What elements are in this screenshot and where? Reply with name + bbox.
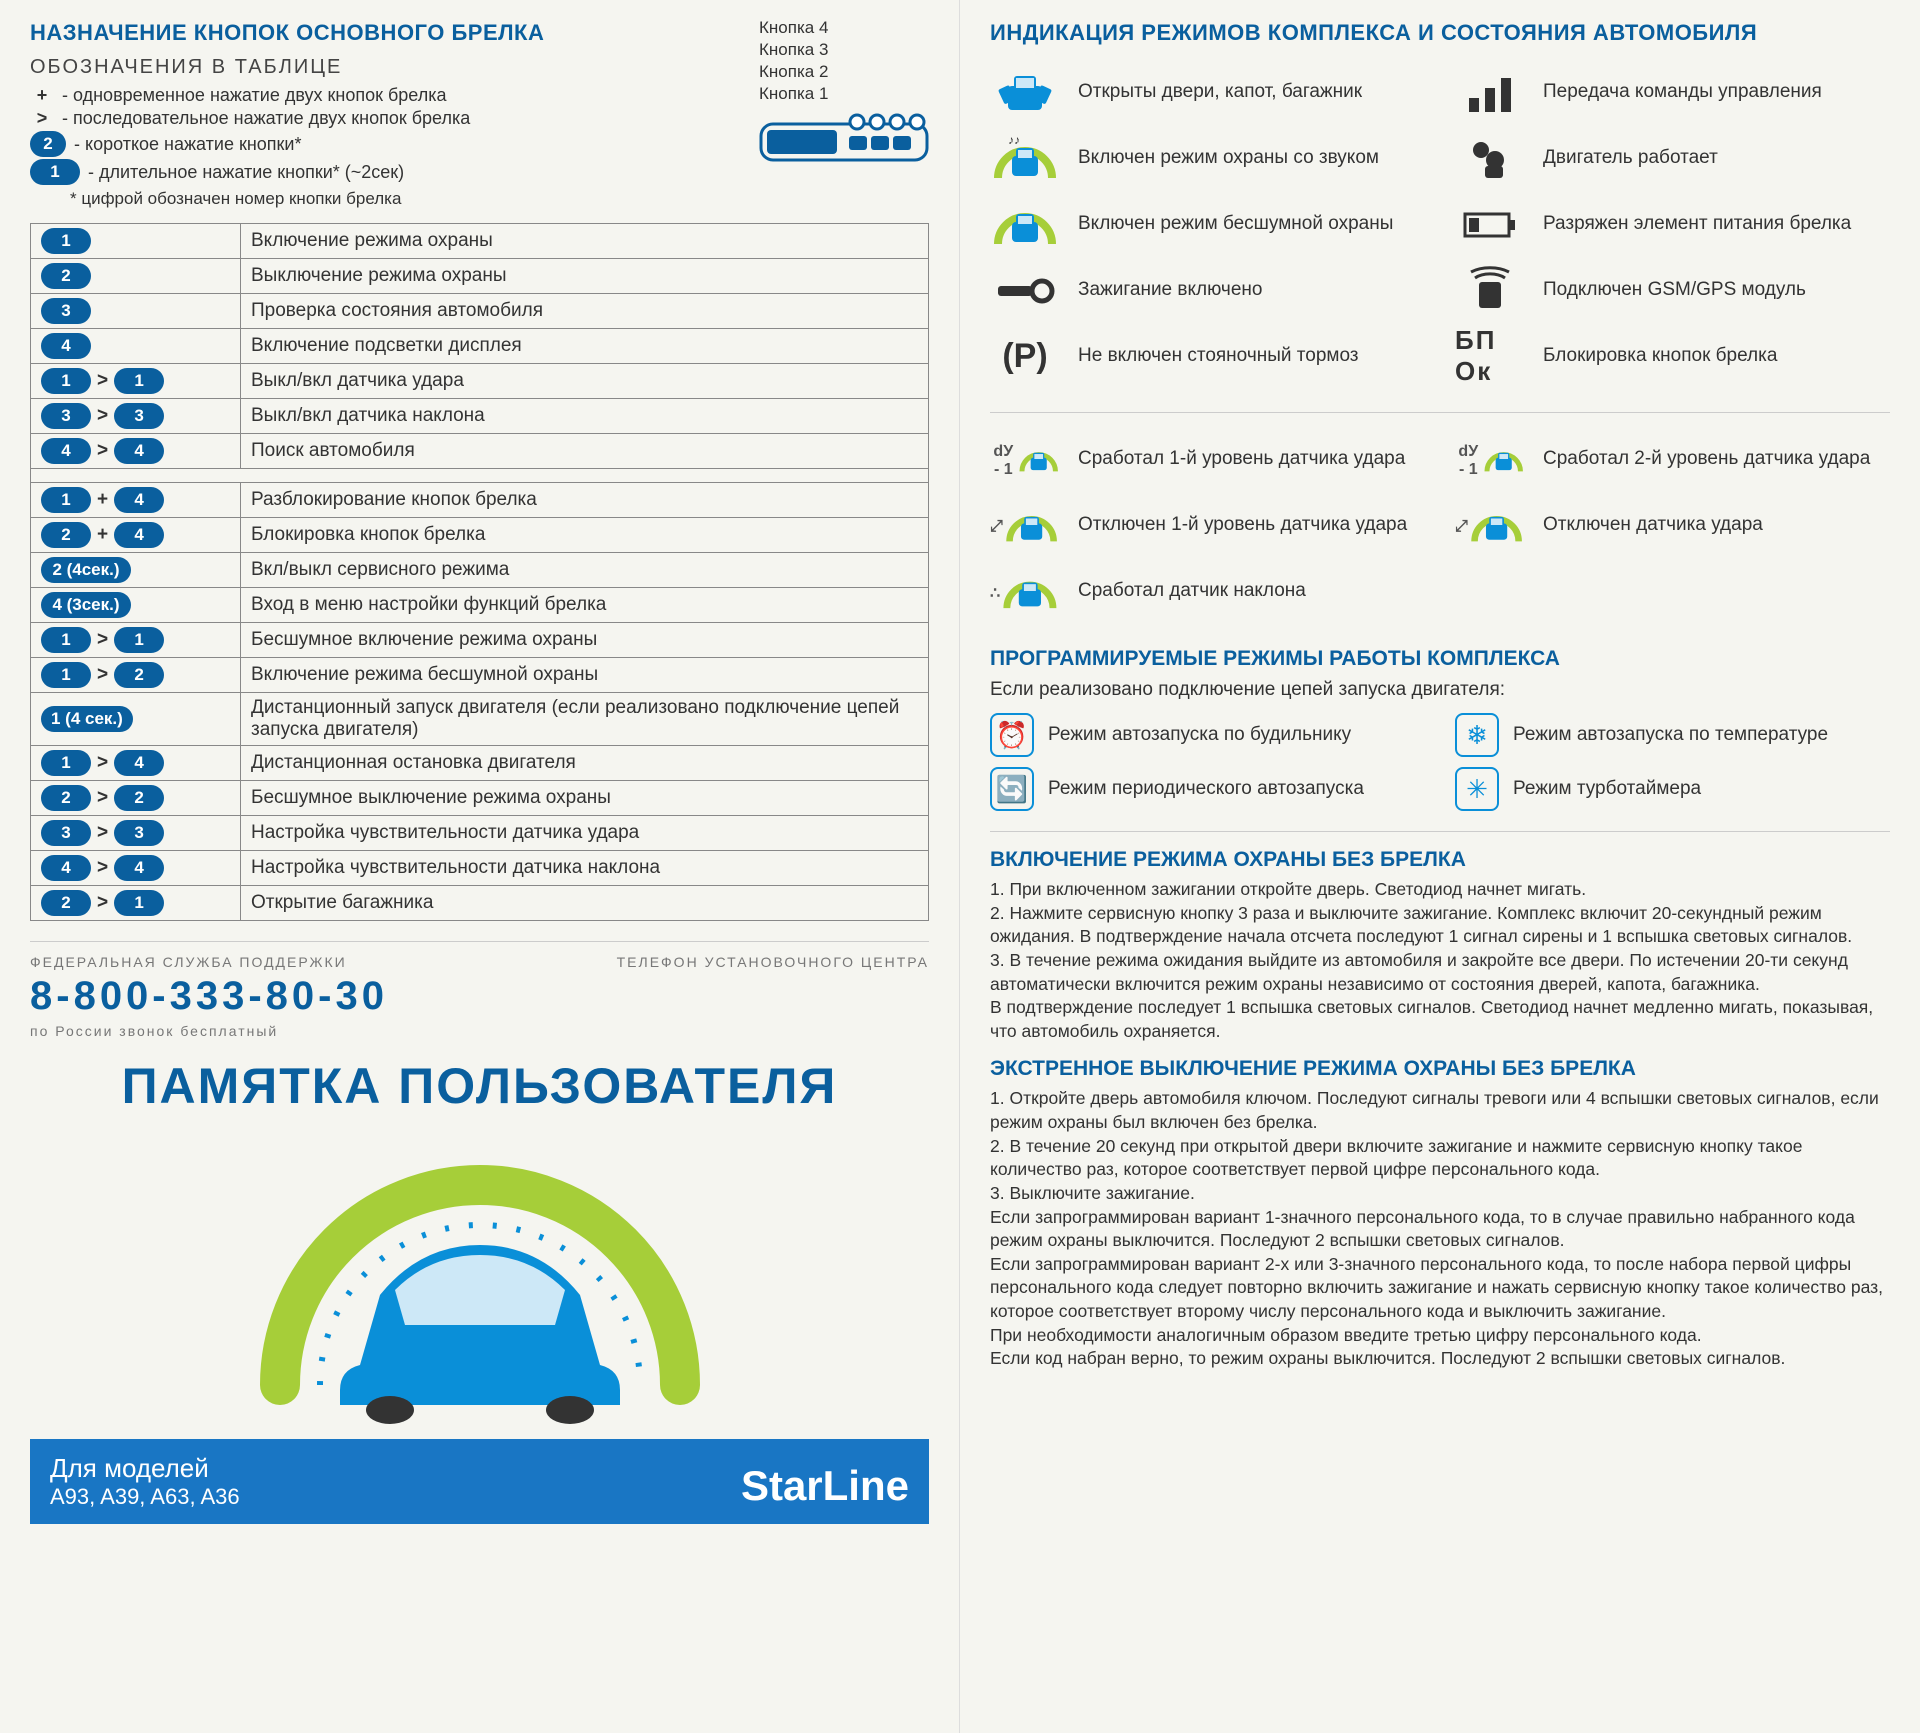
arc-silent-icon (990, 196, 1060, 252)
table-row: 4>4Настройка чувствительности датчика на… (31, 851, 929, 886)
table-row: 1>1Бесшумное включение режима охраны (31, 623, 929, 658)
arc-sensor-icon: ∴ (990, 563, 1060, 619)
arc-sensor-icon: dУ - 1 (1455, 431, 1525, 487)
table-row: 1>2Включение режима бесшумной охраны (31, 658, 929, 693)
status-item: Двигатель работает (1455, 130, 1890, 186)
cover-models-list: A93, A39, A63, A36 (50, 1484, 240, 1510)
right-panel: ИНДИКАЦИЯ РЕЖИМОВ КОМПЛЕКСА И СОСТОЯНИЯ … (960, 0, 1920, 1733)
car-illustration (30, 1125, 929, 1425)
instr1-body: 1. При включенном зажигании откройте две… (990, 878, 1890, 1043)
engine-icon (1455, 130, 1525, 186)
status-item: Включен режим бесшумной охраны (990, 196, 1425, 252)
arc-sound-icon: ♪♪ (990, 130, 1060, 186)
status-grid-2: dУ - 1Сработал 1-й уровень датчика удара… (990, 431, 1890, 619)
status-item: Открыты двери, капот, багажник (990, 64, 1425, 120)
cover: ПАМЯТКА ПОЛЬЗОВАТЕЛЯ Для моделей A93, A3… (30, 1057, 929, 1524)
table-row: 1Включение режима охраны (31, 224, 929, 259)
svg-text:♪♪: ♪♪ (1008, 133, 1020, 147)
prog-title: ПРОГРАММИРУЕМЫЕ РЕЖИМЫ РАБОТЫ КОМПЛЕКСА (990, 647, 1890, 671)
support-label: ФЕДЕРАЛЬНАЯ СЛУЖБА ПОДДЕРЖКИ (30, 954, 388, 970)
right-title: ИНДИКАЦИЯ РЕЖИМОВ КОМПЛЕКСА И СОСТОЯНИЯ … (990, 20, 1890, 46)
table-row: 3Проверка состояния автомобиля (31, 294, 929, 329)
key-icon (990, 262, 1060, 318)
table-row: 2>2Бесшумное выключение режима охраны (31, 781, 929, 816)
table-row: 2>1Открытие багажника (31, 886, 929, 921)
table-row: 4 (3сек.)Вход в меню настройки функций б… (31, 588, 929, 623)
support-block: ФЕДЕРАЛЬНАЯ СЛУЖБА ПОДДЕРЖКИ 8-800-333-8… (30, 941, 929, 1039)
status-item: Подключен GSM/GPS модуль (1455, 262, 1890, 318)
legend-footnote: * цифрой обозначен номер кнопки брелка (70, 189, 929, 209)
prog-item: ❄Режим автозапуска по температуре (1455, 713, 1890, 757)
prog-icon: 🔄 (990, 767, 1034, 811)
arc-sensor-icon: dУ - 1 (990, 431, 1060, 487)
support-sub: по России звонок бесплатный (30, 1023, 388, 1039)
prog-sub: Если реализовано подключение цепей запус… (990, 679, 1890, 701)
status-item: dУ - 1Сработал 2-й уровень датчика удара (1455, 431, 1890, 487)
status-item: БП ОкБлокировка кнопок брелка (1455, 328, 1890, 384)
table-row: 1 (4 сек.)Дистанционный запуск двигателя… (31, 693, 929, 746)
arc-sensor-icon: ⤢ (1455, 497, 1525, 553)
prog-item: ⏰Режим автозапуска по будильнику (990, 713, 1425, 757)
cover-title: ПАМЯТКА ПОЛЬЗОВАТЕЛЯ (30, 1057, 929, 1115)
table-row: 2Выключение режима охраны (31, 259, 929, 294)
table-row: 3>3Настройка чувствительности датчика уд… (31, 816, 929, 851)
cover-models-label: Для моделей (50, 1453, 240, 1484)
status-item: ∴Сработал датчик наклона (990, 563, 1425, 619)
prog-item: ✳Режим турботаймера (1455, 767, 1890, 811)
support-phone: 8-800-333-80-30 (30, 974, 388, 1019)
left-panel: НАЗНАЧЕНИЕ КНОПОК ОСНОВНОГО БРЕЛКА ОБОЗН… (0, 0, 960, 1733)
prog-icon: ❄ (1455, 713, 1499, 757)
lock-icon: БП Ок (1455, 328, 1525, 384)
brand-logo: StarLine (741, 1462, 909, 1510)
support-right: ТЕЛЕФОН УСТАНОВОЧНОГО ЦЕНТРА (617, 954, 929, 1039)
status-grid-1: Открыты двери, капот, багажник Передача к… (990, 64, 1890, 384)
prog-item: 🔄Режим периодического автозапуска (990, 767, 1425, 811)
parking-icon: (P) (990, 328, 1060, 384)
arc-sensor-icon: ⤢ (990, 497, 1060, 553)
table-row: 4>4Поиск автомобиля (31, 434, 929, 469)
table-row: 2 (4сек.)Вкл/выкл сервисного режима (31, 553, 929, 588)
table-row: 2+4Блокировка кнопок брелка (31, 518, 929, 553)
remote-icon (759, 112, 929, 162)
status-item: ⤢Отключен 1-й уровень датчика удара (990, 497, 1425, 553)
status-item: Передача команды управления (1455, 64, 1890, 120)
buttons-table: 1Включение режима охраны2Выключение режи… (30, 223, 929, 921)
instr2-body: 1. Откройте дверь автомобиля ключом. Пос… (990, 1087, 1890, 1371)
table-row: 1+4Разблокирование кнопок брелка (31, 483, 929, 518)
status-item: Разряжен элемент питания брелка (1455, 196, 1890, 252)
instr2-title: ЭКСТРЕННОЕ ВЫКЛЮЧЕНИЕ РЕЖИМА ОХРАНЫ БЕЗ … (990, 1057, 1890, 1081)
gsm-icon (1455, 262, 1525, 318)
status-item: ♪♪Включен режим охраны со звуком (990, 130, 1425, 186)
table-row: 4Включение подсветки дисплея (31, 329, 929, 364)
bars-icon (1455, 64, 1525, 120)
prog-grid: ⏰Режим автозапуска по будильнику ❄Режим а… (990, 713, 1890, 811)
status-item: Зажигание включено (990, 262, 1425, 318)
table-row: 1>1Выкл/вкл датчика удара (31, 364, 929, 399)
status-item: ⤢Отключен датчика удара (1455, 497, 1890, 553)
table-row: 3>3Выкл/вкл датчика наклона (31, 399, 929, 434)
prog-icon: ⏰ (990, 713, 1034, 757)
status-item: (P)Не включен стояночный тормоз (990, 328, 1425, 384)
remote-diagram: Кнопка 4 Кнопка 3 Кнопка 2 Кнопка 1 (759, 18, 929, 167)
car-open-icon (990, 64, 1060, 120)
status-item: dУ - 1Сработал 1-й уровень датчика удара (990, 431, 1425, 487)
cover-bottom: Для моделей A93, A39, A63, A36 StarLine (30, 1439, 929, 1524)
battery-icon (1455, 196, 1525, 252)
instr1-title: ВКЛЮЧЕНИЕ РЕЖИМА ОХРАНЫ БЕЗ БРЕЛКА (990, 848, 1890, 872)
table-row: 1>4Дистанционная остановка двигателя (31, 746, 929, 781)
prog-icon: ✳ (1455, 767, 1499, 811)
